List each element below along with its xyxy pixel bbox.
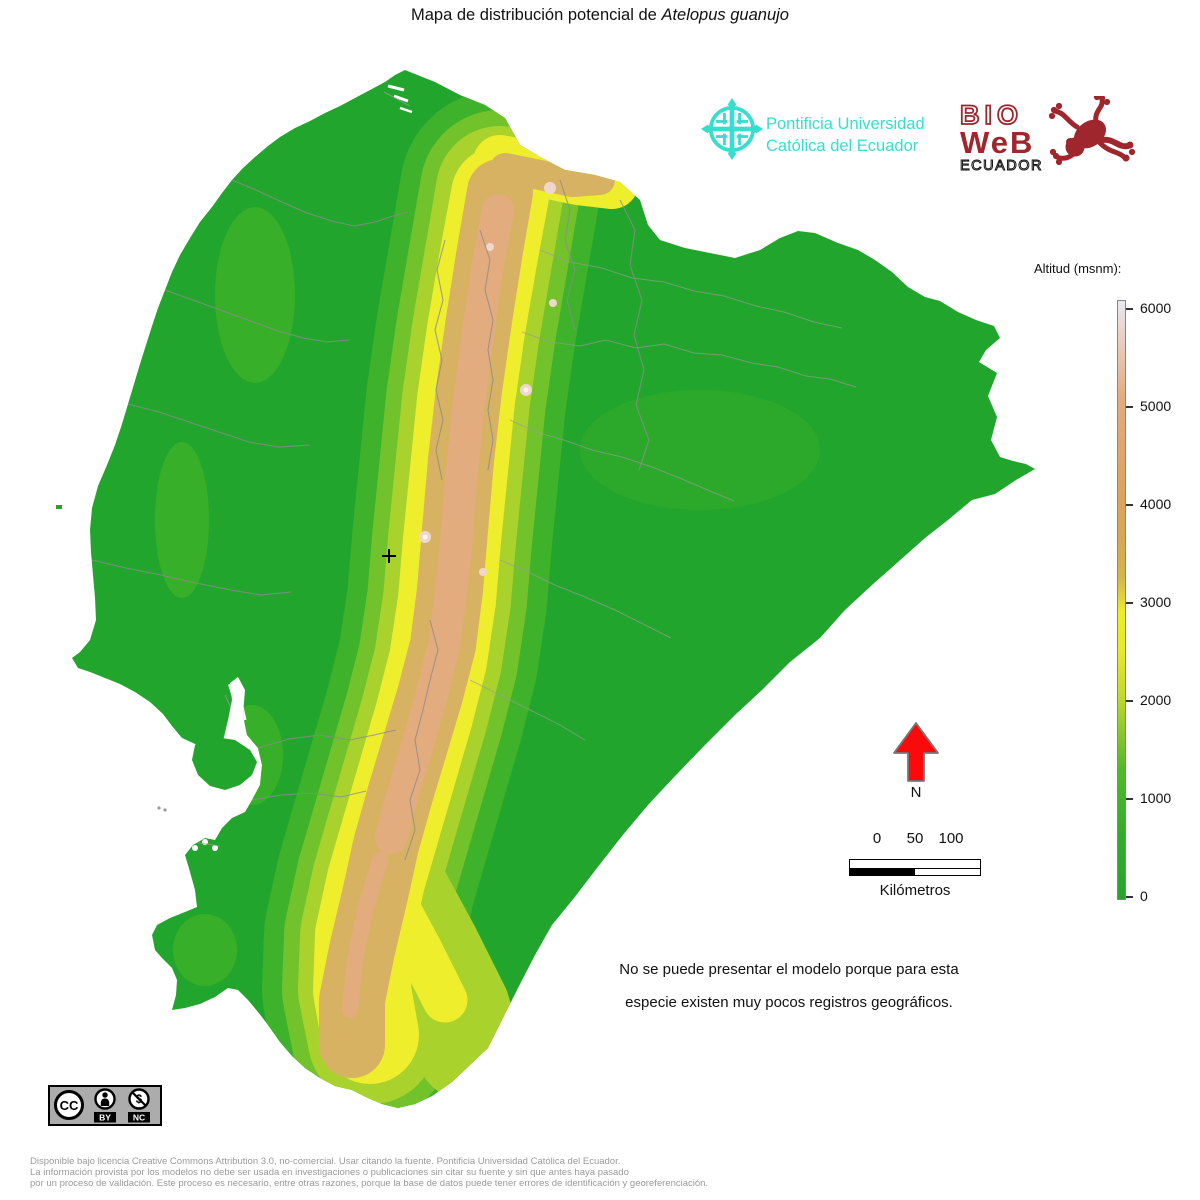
footer-line1: Disponible bajo licencia Creative Common… — [30, 1156, 621, 1167]
tick-label: 0 — [1140, 888, 1148, 904]
legend-title: Altitud (msnm): — [1034, 261, 1122, 276]
admin-boundaries — [91, 179, 650, 861]
north-label: N — [910, 784, 922, 801]
volcano-summits — [419, 182, 557, 576]
legend-tick: 5000 — [1126, 397, 1171, 415]
tick-mark — [1126, 308, 1133, 311]
tick-label: 6000 — [1140, 300, 1172, 316]
puce-logo-text: Pontificia Universidad Católica del Ecua… — [766, 113, 925, 157]
bioweb-country-text: ECUADOR — [960, 158, 1043, 174]
north-arrow-icon — [893, 722, 939, 782]
scale-bracket — [849, 859, 981, 868]
scale-label-100: 100 — [938, 830, 964, 847]
scale-label-0: 0 — [872, 830, 882, 847]
puce-name-line2: Católica del Ecuador — [766, 137, 919, 155]
elevation-colorbar — [1117, 300, 1126, 900]
nc-label: NC — [133, 1113, 145, 1123]
tick-mark — [1126, 406, 1133, 409]
tick-label: 3000 — [1140, 594, 1172, 610]
cc-icon — [54, 1090, 84, 1120]
cc-icon-text: CC — [60, 1098, 79, 1113]
scale-bar: 0 50 100 Kilómetros — [849, 830, 981, 902]
footer-line3: por un proceso de validación. Este proce… — [30, 1178, 709, 1189]
andes-bands — [262, 90, 639, 1108]
tick-mark — [1126, 798, 1133, 801]
legend-tick: 1000 — [1126, 789, 1171, 807]
bioweb-bio-text: BIO — [960, 100, 1023, 130]
tick-mark — [1126, 602, 1133, 605]
scale-bar-fill — [850, 869, 915, 875]
cc-license-badge: CC BY $ NC — [48, 1085, 162, 1126]
species-name: Atelopus guanujo — [661, 6, 789, 24]
tick-label: 2000 — [1140, 692, 1172, 708]
model-message-line2: especie existen muy pocos registros geog… — [625, 994, 953, 1011]
legend-tick: 2000 — [1126, 691, 1171, 709]
bioweb-web-text: WeB — [960, 125, 1034, 160]
puce-name-line1: Pontificia Universidad — [766, 115, 925, 133]
legend-tick: 0 — [1126, 887, 1148, 905]
coastal-hills — [155, 207, 820, 986]
scale-bar-track — [849, 868, 981, 876]
legend-tick: 6000 — [1126, 299, 1171, 317]
record-marker — [382, 549, 396, 563]
islands — [56, 505, 257, 812]
rivers — [469, 249, 857, 741]
tick-mark — [1126, 896, 1133, 899]
cc-badge-icons: CC BY $ NC — [54, 1088, 150, 1123]
tick-label: 4000 — [1140, 496, 1172, 512]
title-prefix: Mapa de distribución potencial de — [411, 6, 662, 24]
tick-label: 1000 — [1140, 790, 1172, 806]
model-message: No se puede presentar el modelo porque p… — [619, 953, 958, 1019]
legend-tick: 4000 — [1126, 495, 1171, 513]
legend-tick: 3000 — [1126, 593, 1171, 611]
by-icon: BY — [94, 1088, 116, 1123]
frog-icon — [1048, 96, 1136, 166]
by-label: BY — [99, 1113, 111, 1123]
footer-line2: La información provista por los modelos … — [30, 1167, 629, 1178]
page-title: Mapa de distribución potencial de Atelop… — [0, 6, 1200, 25]
tick-mark — [1126, 504, 1133, 507]
nc-icon: $ NC — [128, 1088, 150, 1123]
tick-mark — [1126, 700, 1133, 703]
model-message-line1: No se puede presentar el modelo porque p… — [619, 961, 959, 978]
scale-unit-label: Kilómetros — [879, 882, 951, 899]
tick-label: 5000 — [1140, 398, 1172, 414]
scale-label-50: 50 — [906, 830, 924, 847]
puce-logo-icon — [700, 97, 764, 161]
bioweb-logo: BIO WeB ECUADOR — [959, 96, 1136, 175]
license-footer: Disponible bajo licencia Creative Common… — [30, 1156, 708, 1189]
